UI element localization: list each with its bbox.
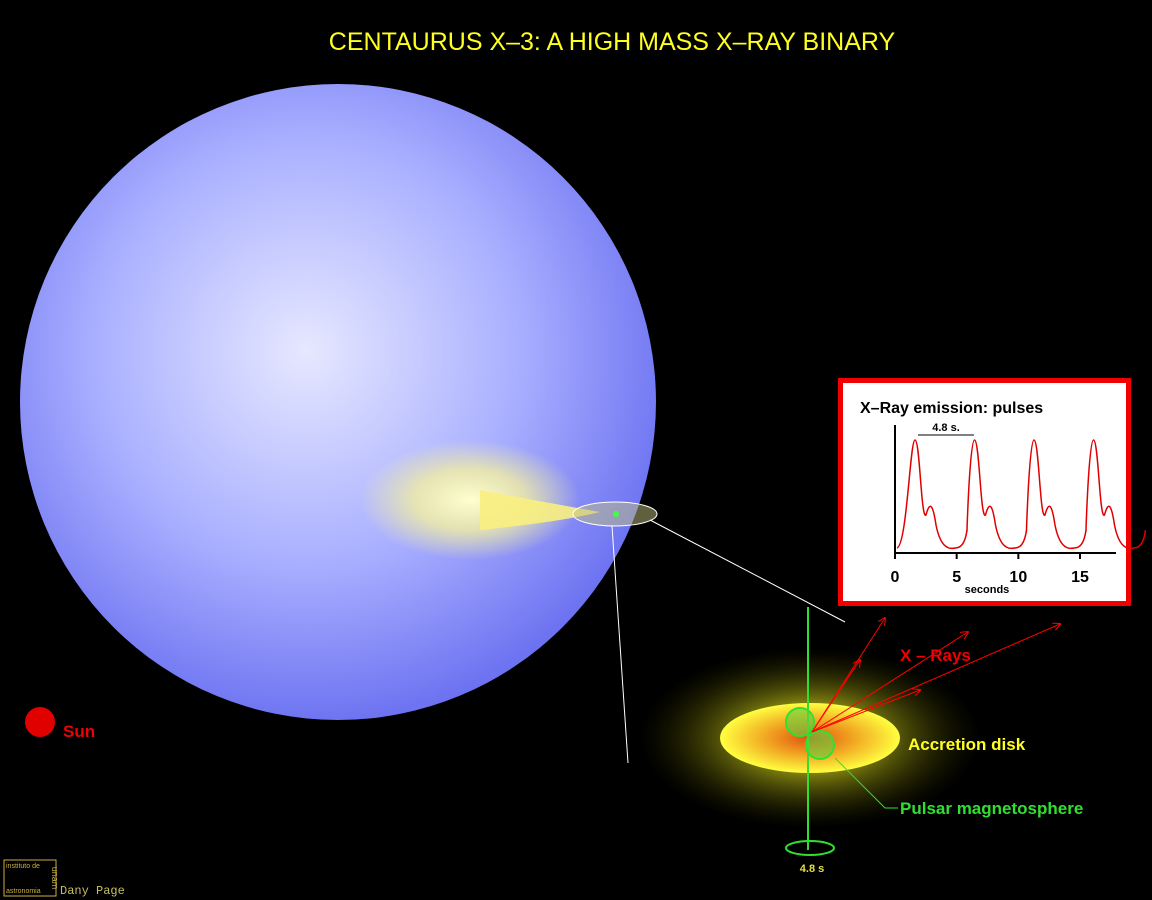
period-text: 4.8 s.: [932, 422, 960, 434]
logo-text: instituto de: [6, 863, 40, 870]
hot-spot: [360, 440, 580, 560]
x-tick-label: 15: [1071, 569, 1089, 586]
pulsar-dot: [613, 511, 619, 517]
x-tick-label: 5: [952, 569, 961, 586]
title: CENTAURUS X–3: A HIGH MASS X–RAY BINARY: [329, 28, 896, 56]
logo: [3, 859, 57, 897]
companion-star: [20, 84, 656, 720]
disk-label: Accretion disk: [908, 735, 1026, 754]
rotation-arrow: [785, 840, 835, 856]
magnetosphere: [785, 707, 815, 737]
credit: Dany Page: [60, 884, 125, 898]
logo-text: unam: [50, 867, 60, 890]
accretion-stream: [480, 490, 600, 530]
pointer: [834, 757, 898, 809]
magnetosphere: [805, 730, 835, 760]
sun-label: Sun: [63, 722, 95, 741]
magnetosphere-label: Pulsar magnetosphere: [900, 799, 1083, 818]
zoom-line: [611, 525, 629, 764]
pulse-curve: [896, 439, 1147, 550]
period-label: 4.8 s: [800, 863, 824, 875]
x-tick-label: 0: [891, 569, 900, 586]
x-ray-beams: [811, 618, 1060, 733]
x-rays-label: X – Rays: [900, 646, 971, 665]
x-tick-label: 10: [1009, 569, 1027, 586]
inset-title: X–Ray emission: pulses: [860, 400, 1043, 417]
sun: [25, 707, 55, 737]
x-axis-label: seconds: [965, 584, 1010, 596]
zoom-line: [649, 519, 846, 623]
logo-text: astronomia: [6, 888, 41, 895]
inset-box: [838, 378, 1131, 606]
